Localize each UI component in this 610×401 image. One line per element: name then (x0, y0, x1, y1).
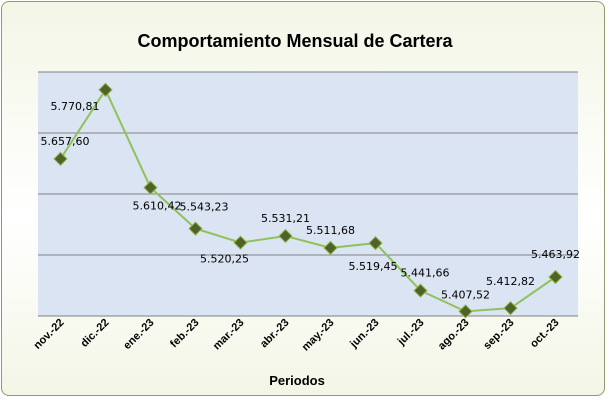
x-tick-label: nov.-22 (31, 317, 66, 352)
data-label: 5.519,45 (349, 260, 398, 273)
x-tick-label: abr.-23 (258, 317, 292, 351)
data-point-marker (368, 235, 383, 251)
chart-title: Comportamiento Mensual de Cartera (137, 31, 453, 51)
data-label: 5.407,52 (441, 288, 490, 301)
x-tick-labels: nov.-22 dic.-22 ene.-23 feb.-23 mar.-23 abr.-… (31, 317, 561, 354)
x-tick-label: feb.-23 (168, 317, 202, 351)
data-point-marker (188, 221, 203, 236)
x-tick-label: mar.-23 (211, 317, 247, 353)
x-tick-label: ene.-23 (121, 317, 156, 352)
data-label: 5.441,66 (401, 267, 450, 280)
x-tick-label: oct.-23 (528, 317, 562, 351)
x-tick-label: sep.-23 (481, 317, 516, 352)
series-line (59, 87, 557, 313)
data-point-marker (233, 235, 248, 250)
data-point-marker (323, 240, 338, 256)
x-tick-label: ago.-23 (436, 317, 472, 353)
x-tick-label: jun.-23 (347, 317, 381, 351)
data-point-marker (548, 269, 563, 285)
data-label: 5.463,92 (531, 248, 580, 261)
data-point-marker (278, 228, 293, 244)
x-tick-label: jul.-23 (395, 317, 427, 349)
data-label: 5.543,23 (180, 201, 229, 214)
data-label: 5.412,82 (486, 275, 535, 288)
markers (53, 82, 563, 319)
data-point-marker (413, 283, 428, 298)
data-point-marker (53, 151, 68, 167)
data-label: 5.770,81 (51, 100, 100, 113)
data-label: 5.531,21 (261, 212, 310, 225)
data-label: 5.511,68 (306, 224, 355, 237)
x-tick-label: may.-23 (300, 317, 337, 354)
data-labels: 5.657,60 5.770,81 5.610,425.543,23 5.520,25… (41, 100, 580, 302)
data-point-marker (143, 180, 158, 195)
data-point-marker (98, 82, 113, 98)
x-tick-label: dic.-22 (78, 317, 111, 350)
data-point-marker (458, 304, 473, 319)
data-label: 5.610,42 (133, 200, 182, 213)
x-axis-label: Periodos (269, 373, 325, 388)
data-point-marker (503, 300, 518, 316)
data-label: 5.520,25 (200, 253, 249, 266)
data-label: 5.657,60 (41, 135, 90, 148)
